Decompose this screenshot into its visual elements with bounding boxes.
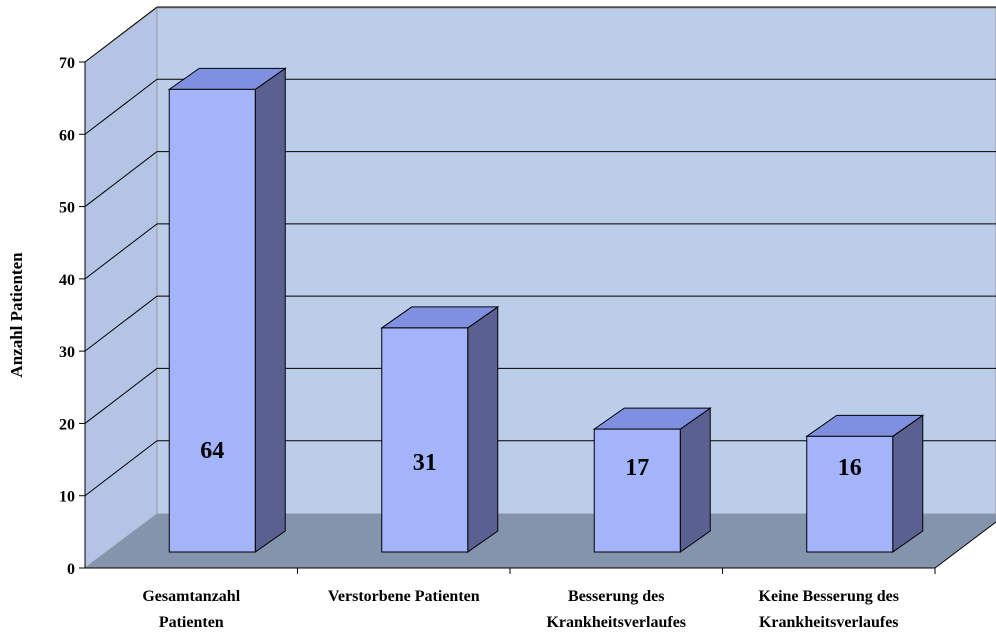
y-tick-label: 40 <box>59 272 75 289</box>
grid-line <box>84 368 158 424</box>
bar-side <box>892 414 924 553</box>
value-label: 64 <box>200 438 224 464</box>
bar-side <box>679 407 711 553</box>
bar <box>806 435 894 553</box>
bar-side <box>467 305 499 553</box>
y-tick-label: 30 <box>59 344 75 361</box>
value-label: 31 <box>413 450 437 476</box>
value-label: 17 <box>625 455 649 481</box>
value-label: 16 <box>838 455 862 481</box>
x-tick-label: Krankheitsverlaufes <box>759 614 899 631</box>
grid-line <box>84 151 158 207</box>
side-wall <box>84 7 158 569</box>
grid-line <box>84 78 158 135</box>
bar <box>381 327 469 553</box>
bar-side <box>254 67 286 553</box>
y-tick-label: 70 <box>59 55 75 72</box>
grid-line <box>84 6 158 63</box>
x-tick-label: Besserung des <box>568 588 664 605</box>
y-tick-label: 0 <box>67 561 75 578</box>
x-tick-label: Keine Besserung des <box>759 588 899 605</box>
grid-line <box>84 440 158 497</box>
y-tick-label: 50 <box>59 200 75 217</box>
x-tick-label: Gesamtanzahl <box>142 588 240 605</box>
grid-line <box>84 223 158 280</box>
bar <box>593 428 681 553</box>
bar <box>168 88 256 553</box>
floor-edge <box>934 521 996 569</box>
x-tick-label: Verstorbene Patienten <box>328 588 480 605</box>
y-tick-label: 10 <box>59 489 75 506</box>
y-tick-label: 60 <box>59 127 75 144</box>
floor <box>85 514 996 568</box>
x-tick-label: Patienten <box>159 614 224 631</box>
y-axis-label: Anzahl Patienten <box>7 252 26 378</box>
y-tick-label: 20 <box>59 416 75 433</box>
grid-line <box>84 295 158 352</box>
x-tick-label: Krankheitsverlaufes <box>546 614 686 631</box>
